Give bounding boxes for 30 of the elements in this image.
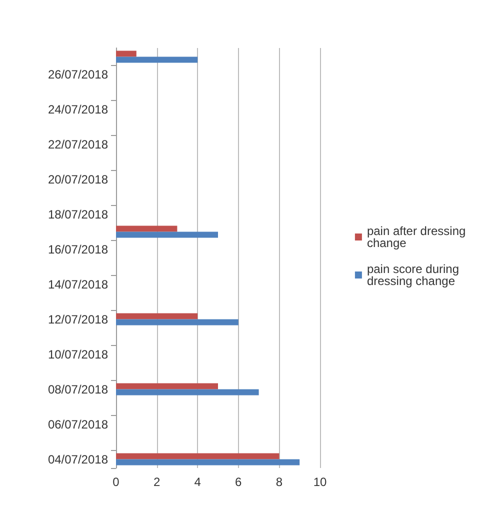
y-tick-label: 16/07/2018 bbox=[48, 242, 108, 256]
y-tick-label: 24/07/2018 bbox=[48, 102, 108, 116]
y-tick-label: 08/07/2018 bbox=[48, 382, 108, 396]
y-tick-label: 26/07/2018 bbox=[48, 67, 108, 82]
x-tick-label: 4 bbox=[194, 475, 202, 489]
x-tick-label: 0 bbox=[112, 475, 120, 489]
legend-label: pain after dressing change bbox=[366, 224, 470, 250]
y-tick-label: 12/07/2018 bbox=[48, 312, 108, 326]
bar bbox=[116, 453, 280, 460]
bar bbox=[116, 319, 238, 326]
y-tick-label: 06/07/2018 bbox=[48, 417, 108, 432]
bar bbox=[116, 226, 178, 232]
y-tick-label: 22/07/2018 bbox=[48, 137, 108, 152]
bar bbox=[116, 232, 218, 238]
y-tick-label: 20/07/2018 bbox=[48, 172, 108, 186]
bar bbox=[116, 389, 259, 396]
bar bbox=[116, 459, 300, 466]
y-tick-label: 04/07/2018 bbox=[48, 452, 108, 466]
bar bbox=[116, 50, 136, 57]
x-tick-label: 6 bbox=[235, 475, 242, 489]
bar bbox=[116, 383, 218, 390]
y-tick-label: 10/07/2018 bbox=[48, 347, 108, 362]
y-tick-label: 14/07/2018 bbox=[48, 277, 108, 292]
bar bbox=[116, 313, 198, 320]
bar bbox=[116, 56, 198, 63]
y-tick-label: 18/07/2018 bbox=[48, 207, 108, 222]
legend-label: pain score during dressing change bbox=[366, 262, 462, 288]
x-tick-label: 2 bbox=[153, 475, 160, 489]
x-tick-label: 10 bbox=[313, 475, 327, 489]
x-tick-label: 8 bbox=[276, 475, 283, 489]
